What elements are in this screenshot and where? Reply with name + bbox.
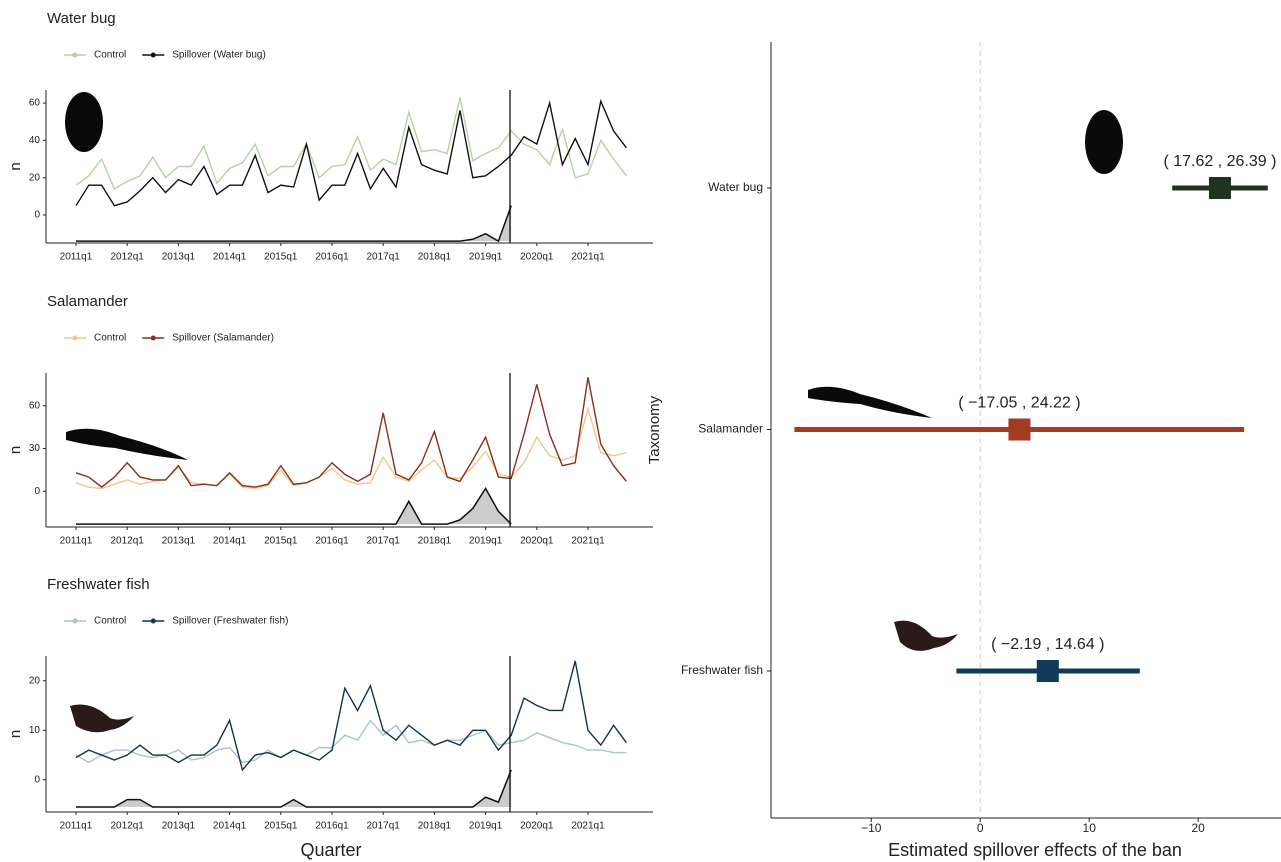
y-tick-label: Salamander [698, 422, 763, 436]
series-line [76, 720, 626, 762]
ci-label: ( −17.05 , 24.22 ) [958, 395, 1080, 412]
fish-icon [894, 621, 958, 651]
x-tick-label: 2016q1 [315, 536, 349, 547]
treatment-line [76, 206, 511, 241]
panel-title: Freshwater fish [47, 576, 150, 593]
water-bug-icon [1085, 110, 1123, 174]
y-tick-label: 60 [29, 98, 41, 109]
page: Water bug Control Spillover (Water bug) n 0 2… [0, 0, 1281, 862]
x-tick-label: 2018q1 [418, 821, 452, 832]
salamander-icon [808, 387, 932, 418]
x-tick-label: 2014q1 [213, 536, 247, 547]
y-tick-label: 30 [29, 443, 41, 454]
y-tick-label: 20 [29, 675, 41, 686]
x-axis-label: Quarter [300, 840, 361, 860]
x-tick-label: 2011q1 [60, 536, 93, 547]
y-tick-label: 0 [34, 486, 40, 497]
legend-dot [151, 53, 156, 58]
x-tick-label: 2015q1 [264, 821, 298, 832]
legend-label: Control [94, 50, 126, 61]
panel-title: Salamander [47, 293, 128, 310]
legend-dot [73, 336, 78, 341]
treatment-area [76, 206, 511, 241]
x-tick-label: 2013q1 [162, 252, 196, 263]
y-tick-label: 10 [29, 725, 41, 736]
legend-label: Control [94, 333, 126, 344]
x-tick-label: 2021q1 [571, 536, 605, 547]
x-tick-label: 2019q1 [469, 821, 503, 832]
x-tick-label: 2020q1 [520, 821, 554, 832]
ci-label: ( −2.19 , 14.64 ) [991, 636, 1104, 653]
x-tick-label: 2018q1 [418, 252, 452, 263]
x-tick-label: 2019q1 [469, 252, 503, 263]
legend-dot [151, 619, 156, 624]
x-tick-label: 2019q1 [469, 536, 503, 547]
y-tick-label: Freshwater fish [681, 663, 763, 677]
x-tick-label: −10 [861, 821, 882, 835]
series-line [76, 101, 626, 205]
ci-label: ( 17.62 , 26.39 ) [1163, 153, 1276, 170]
treatment-line [76, 489, 511, 525]
y-tick-label: Water bug [708, 180, 763, 194]
legend-label: Control [94, 616, 126, 627]
x-tick-label: 2011q1 [60, 821, 93, 832]
x-tick-label: 10 [1083, 821, 1097, 835]
x-tick-label: 2020q1 [520, 536, 554, 547]
x-tick-label: 2015q1 [264, 252, 298, 263]
y-tick-label: 60 [29, 400, 41, 411]
legend-label: Spillover (Freshwater fish) [172, 616, 288, 627]
x-tick-label: 2017q1 [367, 252, 401, 263]
x-tick-label: 2016q1 [315, 821, 349, 832]
estimate [1037, 660, 1059, 682]
y-tick-label: 40 [29, 135, 41, 146]
treatment-area [76, 489, 511, 525]
x-axis-label: Estimated spillover effects of the ban [888, 840, 1182, 860]
legend-label: Spillover (Salamander) [172, 333, 274, 344]
water-bug-icon [65, 92, 103, 152]
x-tick-label: 2014q1 [213, 252, 247, 263]
x-tick-label: 2012q1 [111, 252, 145, 263]
x-tick-label: 2021q1 [571, 252, 605, 263]
y-tick-label: 0 [34, 774, 40, 785]
x-tick-label: 2013q1 [162, 821, 196, 832]
x-tick-label: 2020q1 [520, 252, 554, 263]
estimate [1209, 177, 1231, 199]
x-tick-label: 0 [977, 821, 984, 835]
legend-dot [151, 336, 156, 341]
x-tick-label: 2016q1 [315, 252, 349, 263]
x-tick-label: 2017q1 [367, 821, 401, 832]
x-tick-label: 2014q1 [213, 821, 247, 832]
series-line [76, 97, 626, 188]
x-tick-label: 2018q1 [418, 536, 452, 547]
salamander-icon [66, 429, 188, 460]
treatment-area [76, 770, 511, 807]
y-axis-label: n [7, 446, 24, 454]
series-line [76, 377, 626, 487]
y-tick-label: 20 [29, 172, 41, 183]
legend-label: Spillover (Water bug) [172, 50, 266, 61]
y-axis-label: n [7, 162, 24, 170]
legend-dot [73, 53, 78, 58]
y-axis-label: Taxonomy [646, 395, 663, 464]
x-tick-label: 2021q1 [571, 821, 605, 832]
panel-title: Water bug [47, 10, 116, 27]
series-line [76, 661, 626, 770]
estimate [1008, 419, 1030, 441]
x-tick-label: 2012q1 [111, 821, 145, 832]
chart: Water bug Control Spillover (Water bug) n 0 2… [0, 0, 1281, 862]
x-tick-label: 2013q1 [162, 536, 196, 547]
x-tick-label: 2015q1 [264, 536, 298, 547]
legend-dot [73, 619, 78, 624]
y-tick-label: 0 [34, 210, 40, 221]
x-tick-label: 2011q1 [60, 252, 93, 263]
x-tick-label: 2017q1 [367, 536, 401, 547]
x-tick-label: 20 [1191, 821, 1205, 835]
fish-icon [70, 705, 134, 733]
y-axis-label: n [7, 730, 24, 738]
x-tick-label: 2012q1 [111, 536, 145, 547]
